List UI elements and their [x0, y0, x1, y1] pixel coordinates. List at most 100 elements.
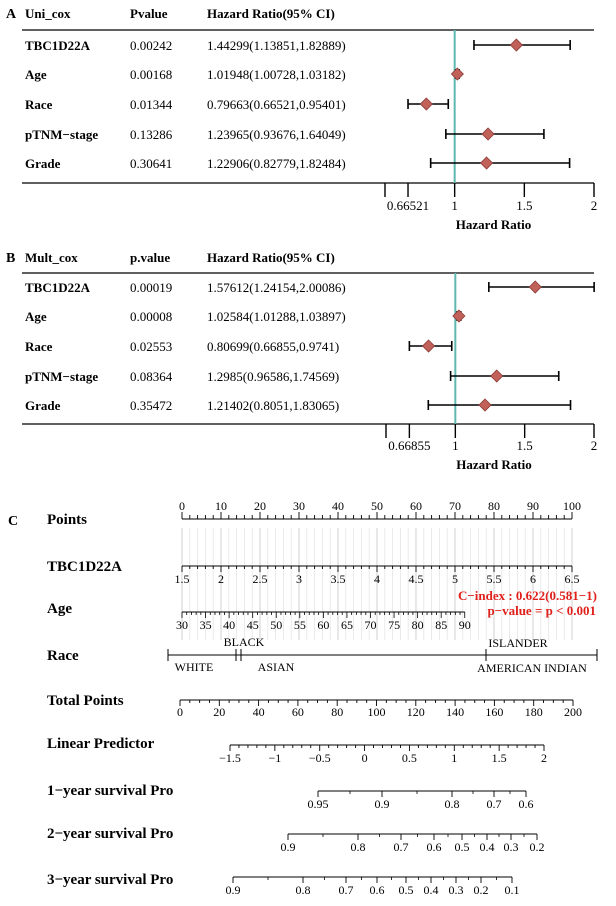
panel-b-row-1-pvalue: 0.00019	[130, 280, 172, 295]
survival-3yr-tick-label-8: 0.2	[474, 883, 489, 897]
survival-1yr-tick-label-1: 0.95	[308, 797, 329, 811]
survival-1yr-tick-label-3: 0.8	[445, 797, 460, 811]
points-tick-label-10: 10	[215, 499, 227, 513]
panel-b-header-pvalue: p.value	[130, 250, 170, 265]
panel-a-row-5-hr-text: 1.22906(0.82779,1.82484)	[207, 156, 346, 171]
linear-predictor-tick-label-6: 1	[451, 751, 457, 765]
panel-b-label: B	[6, 251, 15, 266]
panel-a-x-tick-label-5: 2	[591, 198, 598, 213]
tbc1d22a-tick-label-5: 3.5	[331, 572, 346, 586]
panel-a-x-tick-label-2: 0.66521	[387, 198, 429, 213]
points-label: Points	[47, 512, 87, 528]
total-points-label: Total Points	[47, 693, 124, 709]
total-points-tick-label-140: 140	[446, 705, 464, 719]
survival-1yr-tick-label-2: 0.9	[375, 797, 390, 811]
points-tick-label-30: 30	[293, 499, 305, 513]
panel-a-row-2-hr-marker	[450, 67, 464, 81]
tbc1d22a-tick-label-9: 5.5	[487, 572, 502, 586]
panel-a-row-5-pvalue: 0.30641	[130, 156, 172, 171]
panel-b-header-hr: Hazard Ratio(95% CI)	[207, 250, 335, 265]
points-tick-label-40: 40	[332, 499, 344, 513]
panel-b-x-tick-label-2: 0.66855	[388, 438, 430, 453]
survival-3yr-tick-label-7: 0.3	[449, 883, 464, 897]
panel-b-row-4-hr-marker	[490, 369, 504, 383]
total-points-tick-label-160: 160	[485, 705, 503, 719]
panel-b-row-4-pvalue: 0.08364	[130, 369, 173, 384]
survival-2yr-tick-label-2: 0.8	[351, 840, 366, 854]
panel-a-row-3-name: Race	[25, 97, 53, 112]
survival-1yr-label: 1−year survival Pro	[47, 783, 173, 799]
tbc1d22a-tick-label-6: 4	[374, 572, 380, 586]
panel-b-header-variable: Mult_cox	[25, 250, 78, 265]
panel-b-row-2-hr-text: 1.02584(1.01288,1.03897)	[207, 309, 346, 324]
panel-a-x-tick-label-3: 1	[451, 198, 458, 213]
age-tick-label-55: 55	[294, 618, 306, 632]
panel-a-row-1-pvalue: 0.00242	[130, 38, 172, 53]
panel-c-label: C	[8, 514, 18, 529]
survival-2yr-tick-label-7: 0.3	[504, 840, 519, 854]
age-tick-label-90: 90	[459, 618, 471, 632]
panel-b-row-2-pvalue: 0.00008	[130, 309, 172, 324]
panel-a-row-4-hr-text: 1.23965(0.93676,1.64049)	[207, 127, 346, 142]
panel-a-row-1-name: TBC1D22A	[25, 38, 91, 53]
panel-b-row-2-name: Age	[25, 309, 47, 324]
panel-a-xlabel: Hazard Ratio	[456, 217, 531, 232]
panel-b-row-3-hr-text: 0.80699(0.66855,0.9741)	[207, 339, 339, 354]
panel-b-row-3-pvalue: 0.02553	[130, 339, 172, 354]
race-level-white: WHITE	[175, 660, 214, 674]
survival-2yr-tick-label-8: 0.2	[530, 840, 545, 854]
panel-a-row-3-hr-marker	[419, 97, 433, 111]
points-tick-label-100: 100	[563, 499, 581, 513]
age-label: Age	[47, 601, 72, 617]
panel-b-row-5-pvalue: 0.35472	[130, 398, 172, 413]
panel-b-row-1-hr-marker	[528, 280, 542, 294]
linear-predictor-tick-label-5: 0.5	[402, 751, 417, 765]
linear-predictor-tick-label-2: −1	[268, 751, 281, 765]
panel-a-row-1-hr-text: 1.44299(1.13851,1.82889)	[207, 38, 346, 53]
total-points-tick-label-20: 20	[213, 705, 225, 719]
panel-a-row-4-name: pTNM−stage	[25, 127, 98, 142]
survival-2yr-tick-label-5: 0.5	[455, 840, 470, 854]
race-level-american-indian: AMERICAN INDIAN	[477, 661, 587, 675]
linear-predictor-tick-label-3: −0.5	[309, 751, 331, 765]
survival-2yr-tick-label-6: 0.4	[480, 840, 495, 854]
cindex-annotation: C−index : 0.622(0.581−1)	[458, 588, 597, 603]
panel-b-row-5-hr-text: 1.21402(0.8051,1.83065)	[207, 398, 339, 413]
points-tick-label-0: 0	[179, 499, 185, 513]
total-points-tick-label-180: 180	[525, 705, 543, 719]
panel-a-row-3-pvalue: 0.01344	[130, 97, 173, 112]
panel-a-header-hr: Hazard Ratio(95% CI)	[207, 6, 335, 21]
survival-1yr-tick-label-4: 0.7	[487, 797, 502, 811]
points-tick-label-80: 80	[488, 499, 500, 513]
age-tick-label-65: 65	[341, 618, 353, 632]
total-points-tick-label-120: 120	[407, 705, 425, 719]
panel-b-x-tick-label-4: 1.5	[517, 438, 533, 453]
survival-2yr-tick-label-4: 0.6	[427, 840, 442, 854]
age-tick-label-35: 35	[200, 618, 212, 632]
panel-a-row-5-hr-marker	[480, 156, 494, 170]
points-tick-label-20: 20	[254, 499, 266, 513]
panel-b-row-5-hr-marker	[478, 398, 492, 412]
total-points-tick-label-0: 0	[177, 705, 183, 719]
total-points-tick-label-80: 80	[331, 705, 343, 719]
panel-b-row-2-hr-marker	[452, 309, 466, 323]
survival-3yr-tick-label-3: 0.7	[339, 883, 354, 897]
age-tick-label-75: 75	[388, 618, 400, 632]
age-tick-label-50: 50	[270, 618, 282, 632]
panel-b-row-3-hr-marker	[422, 339, 436, 353]
panel-b-row-5-name: Grade	[25, 398, 61, 413]
panel-a-x-tick-label-4: 1.5	[516, 198, 532, 213]
points-tick-label-90: 90	[527, 499, 539, 513]
tbc1d22a-tick-label-4: 3	[296, 572, 302, 586]
tbc1d22a-tick-label-3: 2.5	[253, 572, 268, 586]
points-tick-label-60: 60	[410, 499, 422, 513]
survival-3yr-tick-label-9: 0.1	[505, 883, 520, 897]
tbc1d22a-tick-label-2: 2	[218, 572, 224, 586]
survival-3yr-tick-label-4: 0.6	[370, 883, 385, 897]
age-tick-label-30: 30	[176, 618, 188, 632]
survival-2yr-tick-label-3: 0.7	[394, 840, 409, 854]
total-points-tick-label-200: 200	[564, 705, 582, 719]
age-tick-label-70: 70	[365, 618, 377, 632]
race-level-islander: ISLANDER	[488, 636, 547, 650]
